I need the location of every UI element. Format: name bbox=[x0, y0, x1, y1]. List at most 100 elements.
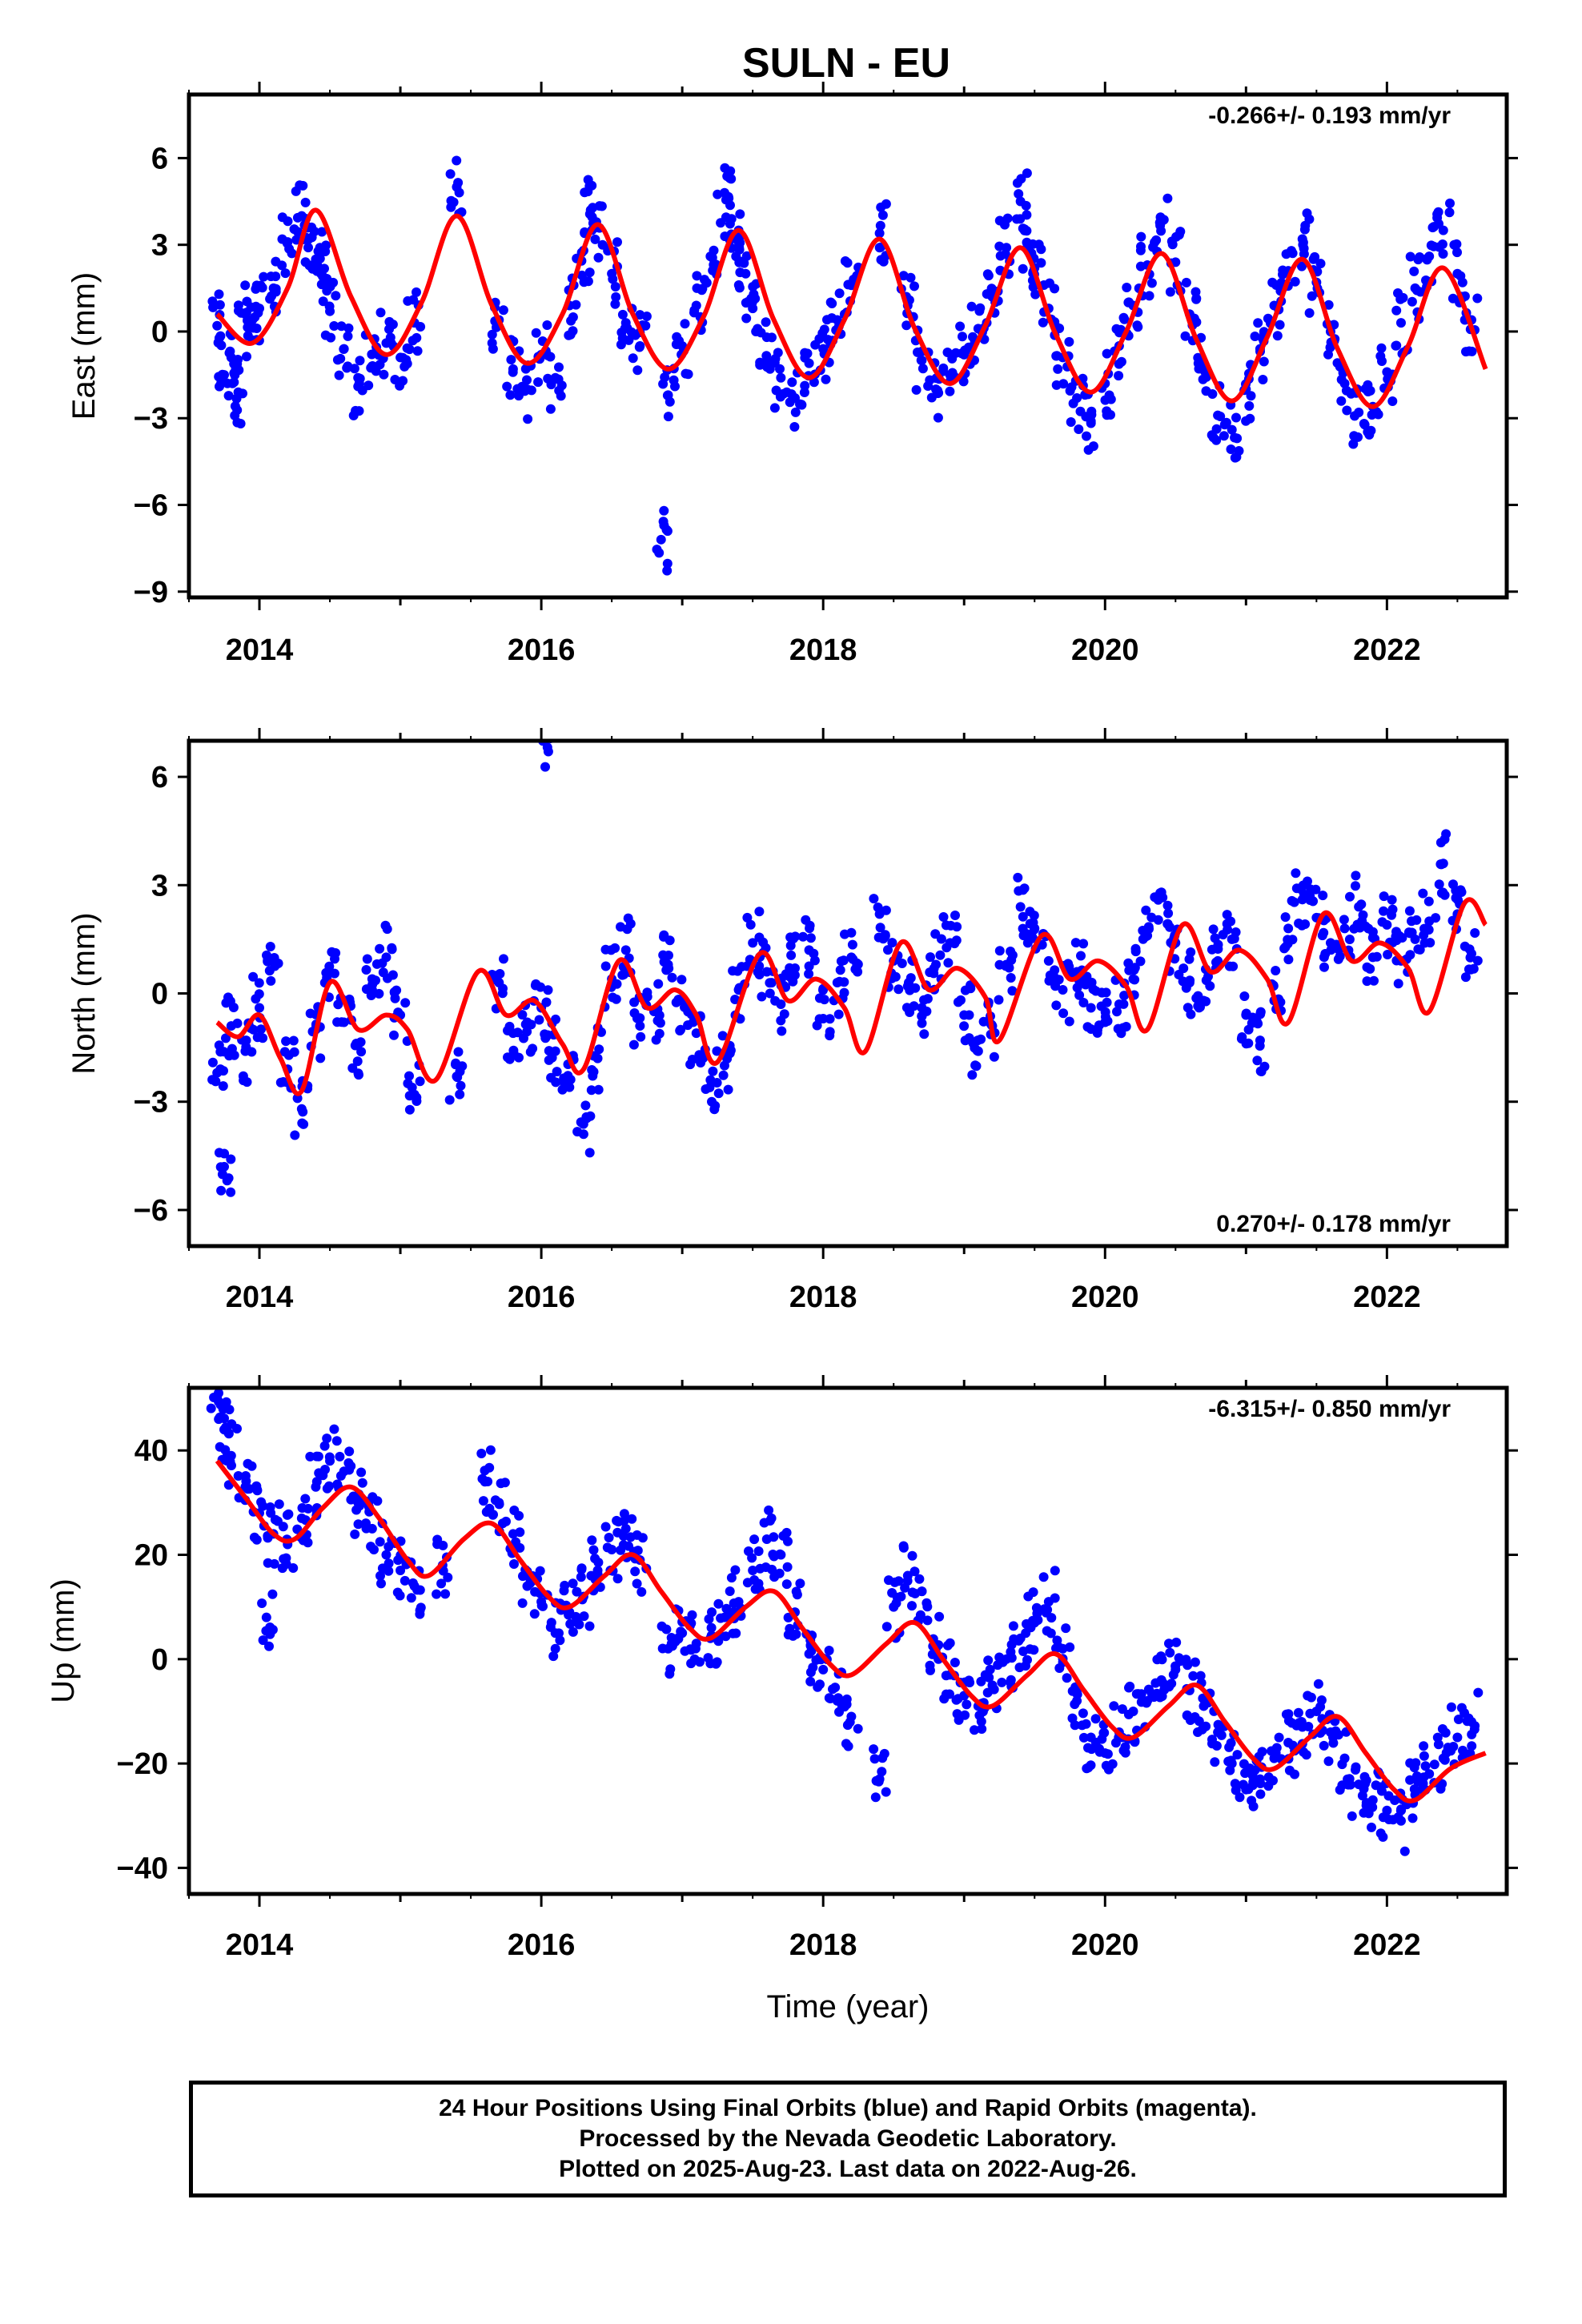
observation-point bbox=[1271, 966, 1281, 975]
observation-point bbox=[950, 1658, 960, 1667]
observation-point bbox=[1319, 927, 1329, 938]
observation-point bbox=[324, 1481, 335, 1491]
observation-point bbox=[1038, 317, 1048, 328]
observation-point bbox=[293, 227, 303, 237]
observation-point bbox=[1444, 207, 1455, 218]
observation-point bbox=[1255, 1066, 1266, 1076]
observation-point bbox=[1358, 910, 1368, 920]
observation-point bbox=[445, 169, 456, 179]
observation-point bbox=[689, 305, 700, 316]
observation-point bbox=[1094, 1020, 1104, 1031]
observation-point bbox=[381, 1550, 391, 1560]
observation-point bbox=[508, 1045, 519, 1055]
observation-point bbox=[671, 997, 681, 1007]
observation-point bbox=[983, 1655, 994, 1666]
observation-point bbox=[1123, 1709, 1134, 1719]
observation-point bbox=[1022, 168, 1032, 179]
observation-point bbox=[825, 1031, 835, 1041]
observation-point bbox=[576, 1563, 587, 1574]
observation-point bbox=[1236, 1034, 1247, 1044]
observation-point bbox=[776, 372, 786, 383]
observation-point bbox=[1135, 261, 1146, 271]
observation-point bbox=[221, 1033, 231, 1043]
observation-point bbox=[785, 963, 795, 973]
observation-point bbox=[927, 1649, 938, 1659]
observation-point bbox=[663, 412, 673, 422]
observation-point bbox=[1445, 198, 1455, 208]
observation-point bbox=[255, 1003, 265, 1013]
observation-point bbox=[783, 1536, 793, 1546]
observation-point bbox=[1094, 1743, 1104, 1754]
observation-point bbox=[1320, 949, 1331, 959]
observation-point bbox=[1387, 904, 1398, 915]
observation-point bbox=[619, 1516, 629, 1526]
observation-point bbox=[1231, 412, 1241, 423]
observation-point bbox=[665, 1669, 675, 1679]
observation-point bbox=[1405, 251, 1415, 262]
observation-point bbox=[588, 203, 598, 213]
observation-point bbox=[815, 1679, 825, 1690]
observation-point bbox=[1119, 991, 1130, 1001]
observation-point bbox=[1470, 1721, 1480, 1731]
observation-point bbox=[1407, 296, 1417, 307]
observation-point bbox=[838, 955, 849, 966]
observation-point bbox=[978, 1016, 989, 1027]
east-panel: −9 −6 −3 0 3 6 2014 2016 2018 2020 2022 East (mm) -0… bbox=[66, 82, 1518, 667]
observation-point bbox=[533, 377, 544, 388]
observation-point bbox=[247, 315, 258, 325]
observation-point bbox=[853, 1723, 863, 1734]
observation-point bbox=[1074, 424, 1084, 434]
observation-point bbox=[1411, 285, 1422, 296]
observation-point bbox=[880, 930, 890, 940]
observation-point bbox=[329, 1424, 339, 1434]
observation-point bbox=[941, 920, 951, 931]
observation-point bbox=[278, 1077, 288, 1087]
chart-title: SULN - EU bbox=[742, 40, 950, 86]
observation-point bbox=[347, 1063, 358, 1073]
observation-point bbox=[309, 227, 319, 236]
observation-point bbox=[983, 271, 994, 281]
observation-point bbox=[657, 1643, 668, 1654]
observation-point bbox=[818, 985, 828, 995]
observation-point bbox=[404, 1104, 415, 1115]
y-axis-label: North (mm) bbox=[66, 912, 102, 1074]
observation-point bbox=[265, 942, 275, 951]
observation-point bbox=[1336, 396, 1347, 406]
observation-point bbox=[910, 983, 921, 993]
observation-point bbox=[1193, 1727, 1203, 1737]
observation-point bbox=[1028, 1615, 1038, 1626]
y-tick-label: −40 bbox=[117, 1852, 168, 1885]
observation-point bbox=[1295, 1718, 1304, 1728]
observation-point bbox=[662, 565, 673, 576]
observation-point bbox=[1158, 892, 1168, 903]
observation-point bbox=[1123, 297, 1134, 308]
observation-point bbox=[922, 1615, 933, 1626]
observation-point bbox=[1323, 300, 1334, 310]
observation-point bbox=[707, 1607, 717, 1618]
observation-point bbox=[636, 1031, 646, 1042]
observation-point bbox=[662, 390, 673, 400]
observation-point bbox=[620, 945, 631, 955]
observation-point bbox=[215, 1162, 226, 1172]
observation-point bbox=[583, 187, 593, 197]
observation-point bbox=[372, 1496, 383, 1506]
observation-point bbox=[1280, 912, 1291, 923]
caption-line-3: Plotted on 2025-Aug-23. Last data on 202… bbox=[559, 2156, 1137, 2182]
observation-point bbox=[1194, 1716, 1204, 1727]
observation-point bbox=[213, 337, 223, 348]
observation-point bbox=[1315, 259, 1326, 269]
observation-point bbox=[887, 1588, 897, 1598]
observation-point bbox=[331, 291, 341, 301]
observation-point bbox=[453, 178, 464, 188]
observation-point bbox=[292, 1093, 303, 1104]
observation-point bbox=[536, 1601, 547, 1610]
observation-point bbox=[374, 988, 384, 999]
observation-point bbox=[242, 352, 251, 362]
observation-point bbox=[280, 268, 291, 279]
observation-point bbox=[781, 1527, 792, 1538]
observation-point bbox=[680, 1002, 689, 1012]
y-tick-label: −3 bbox=[134, 402, 168, 436]
observation-point bbox=[252, 1032, 263, 1043]
observation-point bbox=[875, 923, 885, 933]
observation-point bbox=[1025, 1644, 1035, 1655]
